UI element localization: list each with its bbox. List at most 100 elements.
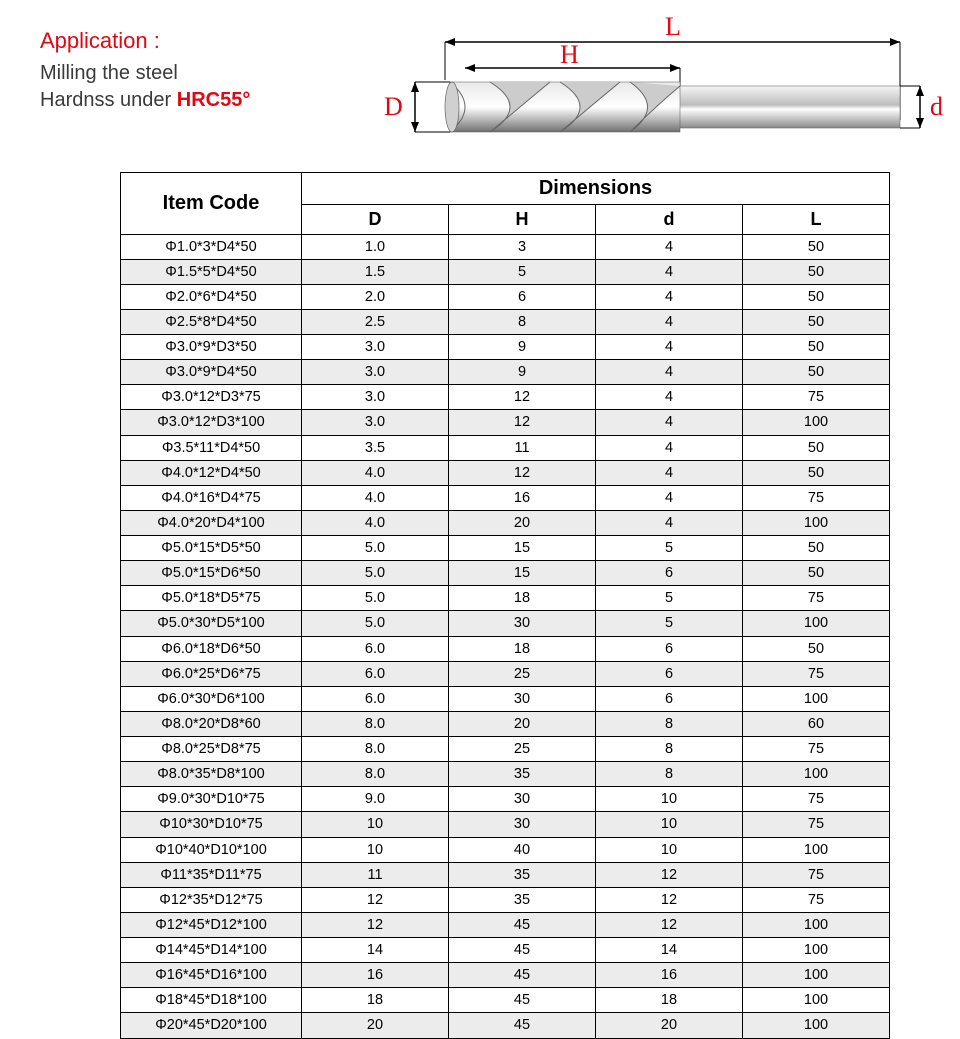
cell-D: 5.0: [302, 586, 449, 611]
cell-d: 8: [596, 737, 743, 762]
cell-d: 4: [596, 259, 743, 284]
cell-H: 35: [449, 862, 596, 887]
cell-d: 14: [596, 938, 743, 963]
cell-D: 14: [302, 938, 449, 963]
cell-H: 11: [449, 435, 596, 460]
cell-d: 4: [596, 435, 743, 460]
table-row: Φ2.0*6*D4*502.06450: [121, 284, 890, 309]
cell-L: 100: [743, 762, 890, 787]
cell-code: Φ5.0*18*D5*75: [121, 586, 302, 611]
cell-code: Φ6.0*30*D6*100: [121, 686, 302, 711]
cell-D: 6.0: [302, 636, 449, 661]
cell-d: 6: [596, 636, 743, 661]
cell-H: 9: [449, 335, 596, 360]
cell-L: 100: [743, 510, 890, 535]
cell-D: 3.0: [302, 335, 449, 360]
cell-H: 15: [449, 561, 596, 586]
cell-code: Φ5.0*30*D5*100: [121, 611, 302, 636]
cell-code: Φ20*45*D20*100: [121, 1013, 302, 1038]
cell-code: Φ5.0*15*D5*50: [121, 536, 302, 561]
cell-code: Φ3.0*9*D4*50: [121, 360, 302, 385]
col-L: L: [743, 205, 890, 235]
cell-H: 20: [449, 711, 596, 736]
cell-d: 4: [596, 335, 743, 360]
cell-code: Φ2.0*6*D4*50: [121, 284, 302, 309]
cell-L: 75: [743, 385, 890, 410]
cell-code: Φ8.0*25*D8*75: [121, 737, 302, 762]
dim-H: H: [560, 40, 579, 70]
table-row: Φ8.0*25*D8*758.025875: [121, 737, 890, 762]
cell-L: 100: [743, 1013, 890, 1038]
cell-H: 35: [449, 762, 596, 787]
cell-code: Φ9.0*30*D10*75: [121, 787, 302, 812]
table-row: Φ11*35*D11*7511351275: [121, 862, 890, 887]
cell-L: 75: [743, 485, 890, 510]
cell-d: 18: [596, 988, 743, 1013]
cell-code: Φ8.0*35*D8*100: [121, 762, 302, 787]
cell-H: 6: [449, 284, 596, 309]
table-row: Φ9.0*30*D10*759.0301075: [121, 787, 890, 812]
cell-H: 30: [449, 686, 596, 711]
cell-code: Φ3.0*12*D3*75: [121, 385, 302, 410]
cell-L: 100: [743, 912, 890, 937]
dim-L: L: [665, 12, 681, 42]
col-item-code: Item Code: [121, 173, 302, 235]
cell-H: 18: [449, 586, 596, 611]
table-row: Φ3.0*12*D3*1003.0124100: [121, 410, 890, 435]
cell-d: 4: [596, 510, 743, 535]
cell-L: 50: [743, 636, 890, 661]
cell-d: 10: [596, 812, 743, 837]
application-text: Application : Milling the steel Hardnss …: [40, 20, 370, 114]
cell-L: 50: [743, 234, 890, 259]
cell-d: 4: [596, 460, 743, 485]
cell-H: 45: [449, 963, 596, 988]
cell-L: 100: [743, 988, 890, 1013]
cell-code: Φ16*45*D16*100: [121, 963, 302, 988]
cell-code: Φ4.0*12*D4*50: [121, 460, 302, 485]
col-D: D: [302, 205, 449, 235]
cell-L: 100: [743, 686, 890, 711]
tool-diagram: L H D d: [370, 20, 930, 160]
cell-D: 9.0: [302, 787, 449, 812]
dim-D: D: [384, 92, 403, 122]
cell-d: 20: [596, 1013, 743, 1038]
cell-H: 25: [449, 661, 596, 686]
cell-D: 6.0: [302, 686, 449, 711]
cell-code: Φ14*45*D14*100: [121, 938, 302, 963]
table-row: Φ3.0*9*D3*503.09450: [121, 335, 890, 360]
col-dimensions: Dimensions: [302, 173, 890, 205]
table-row: Φ10*40*D10*100104010100: [121, 837, 890, 862]
cell-L: 50: [743, 309, 890, 334]
dimensions-table: Item Code Dimensions D H d L Φ1.0*3*D4*5…: [120, 172, 890, 1039]
cell-d: 4: [596, 284, 743, 309]
cell-L: 100: [743, 938, 890, 963]
cell-D: 12: [302, 887, 449, 912]
cell-L: 60: [743, 711, 890, 736]
cell-d: 6: [596, 561, 743, 586]
cell-code: Φ18*45*D18*100: [121, 988, 302, 1013]
cell-D: 2.5: [302, 309, 449, 334]
cell-L: 50: [743, 284, 890, 309]
cell-L: 75: [743, 862, 890, 887]
cell-code: Φ10*30*D10*75: [121, 812, 302, 837]
cell-code: Φ6.0*18*D6*50: [121, 636, 302, 661]
table-row: Φ8.0*35*D8*1008.0358100: [121, 762, 890, 787]
table-row: Φ8.0*20*D8*608.020860: [121, 711, 890, 736]
cell-d: 10: [596, 837, 743, 862]
application-line1: Milling the steel: [40, 60, 370, 87]
cell-L: 100: [743, 611, 890, 636]
cell-code: Φ10*40*D10*100: [121, 837, 302, 862]
cell-D: 5.0: [302, 611, 449, 636]
cell-H: 30: [449, 787, 596, 812]
cell-H: 12: [449, 460, 596, 485]
col-d: d: [596, 205, 743, 235]
cell-d: 12: [596, 862, 743, 887]
cell-H: 40: [449, 837, 596, 862]
cell-L: 75: [743, 787, 890, 812]
cell-D: 4.0: [302, 510, 449, 535]
dim-d: d: [930, 92, 943, 122]
table-row: Φ20*45*D20*100204520100: [121, 1013, 890, 1038]
cell-L: 100: [743, 837, 890, 862]
table-row: Φ5.0*15*D5*505.015550: [121, 536, 890, 561]
cell-D: 8.0: [302, 737, 449, 762]
